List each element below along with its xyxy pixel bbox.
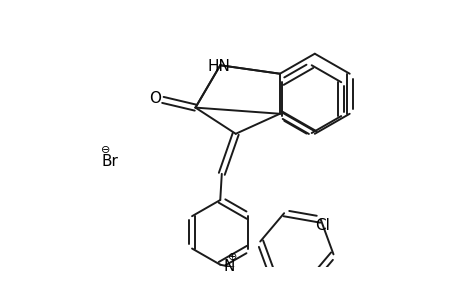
Text: Cl: Cl — [314, 218, 329, 233]
Text: N: N — [223, 259, 234, 274]
Text: HN: HN — [207, 58, 230, 74]
Text: ⊖: ⊖ — [101, 145, 110, 155]
Text: Br: Br — [101, 154, 118, 169]
Text: O: O — [149, 91, 161, 106]
Text: ⊕: ⊕ — [228, 252, 237, 262]
